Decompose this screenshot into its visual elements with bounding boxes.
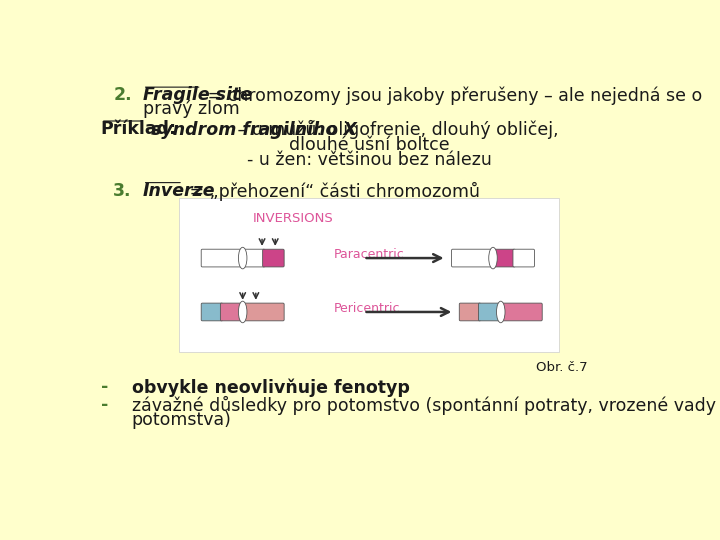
FancyBboxPatch shape xyxy=(243,303,284,321)
Ellipse shape xyxy=(238,301,247,323)
Ellipse shape xyxy=(489,247,498,269)
Text: Obr. č.7: Obr. č.7 xyxy=(536,361,588,374)
Text: Pericentric: Pericentric xyxy=(334,302,400,315)
Text: 3.: 3. xyxy=(113,182,132,200)
FancyBboxPatch shape xyxy=(513,249,534,267)
FancyBboxPatch shape xyxy=(451,249,492,267)
FancyBboxPatch shape xyxy=(494,249,516,267)
FancyBboxPatch shape xyxy=(479,303,500,321)
Ellipse shape xyxy=(238,247,247,269)
Text: dlouhé ušní boltce: dlouhé ušní boltce xyxy=(289,137,449,154)
Text: = „přehození“ části chromozomů: = „přehození“ části chromozomů xyxy=(184,182,480,201)
FancyBboxPatch shape xyxy=(459,303,481,321)
Text: -: - xyxy=(101,396,108,414)
Ellipse shape xyxy=(497,301,505,323)
Text: potomstva): potomstva) xyxy=(132,411,232,429)
FancyBboxPatch shape xyxy=(502,303,542,321)
Text: Příklad:: Příklad: xyxy=(101,120,177,138)
Text: syndrom fragilního X: syndrom fragilního X xyxy=(145,120,357,139)
Text: - u žen: většinou bez nálezu: - u žen: většinou bez nálezu xyxy=(246,151,492,169)
Text: Fragile site: Fragile site xyxy=(143,86,252,104)
FancyBboxPatch shape xyxy=(243,249,265,267)
FancyBboxPatch shape xyxy=(201,249,242,267)
Text: pravý zlom: pravý zlom xyxy=(143,100,240,118)
Text: Paracentric: Paracentric xyxy=(334,248,405,261)
Bar xyxy=(179,198,559,352)
Text: 2.: 2. xyxy=(113,86,132,104)
FancyBboxPatch shape xyxy=(263,249,284,267)
Text: -: - xyxy=(101,378,108,396)
Text: obvykle neovlivňuje fenotyp: obvykle neovlivňuje fenotyp xyxy=(132,378,410,397)
Text: = chromozomy jsou jakoby přerušeny – ale nejedná se o: = chromozomy jsou jakoby přerušeny – ale… xyxy=(202,86,703,105)
Text: INVERSIONS: INVERSIONS xyxy=(253,212,333,225)
FancyBboxPatch shape xyxy=(220,303,242,321)
FancyBboxPatch shape xyxy=(201,303,222,321)
Text: závažné důsledky pro potomstvo (spontánní potraty, vrozené vady u: závažné důsledky pro potomstvo (spontánn… xyxy=(132,396,720,415)
Text: Inverze: Inverze xyxy=(143,182,215,200)
Text: – u mužů: oligofrenie, dlouhý obličej,: – u mužů: oligofrenie, dlouhý obličej, xyxy=(232,120,559,139)
